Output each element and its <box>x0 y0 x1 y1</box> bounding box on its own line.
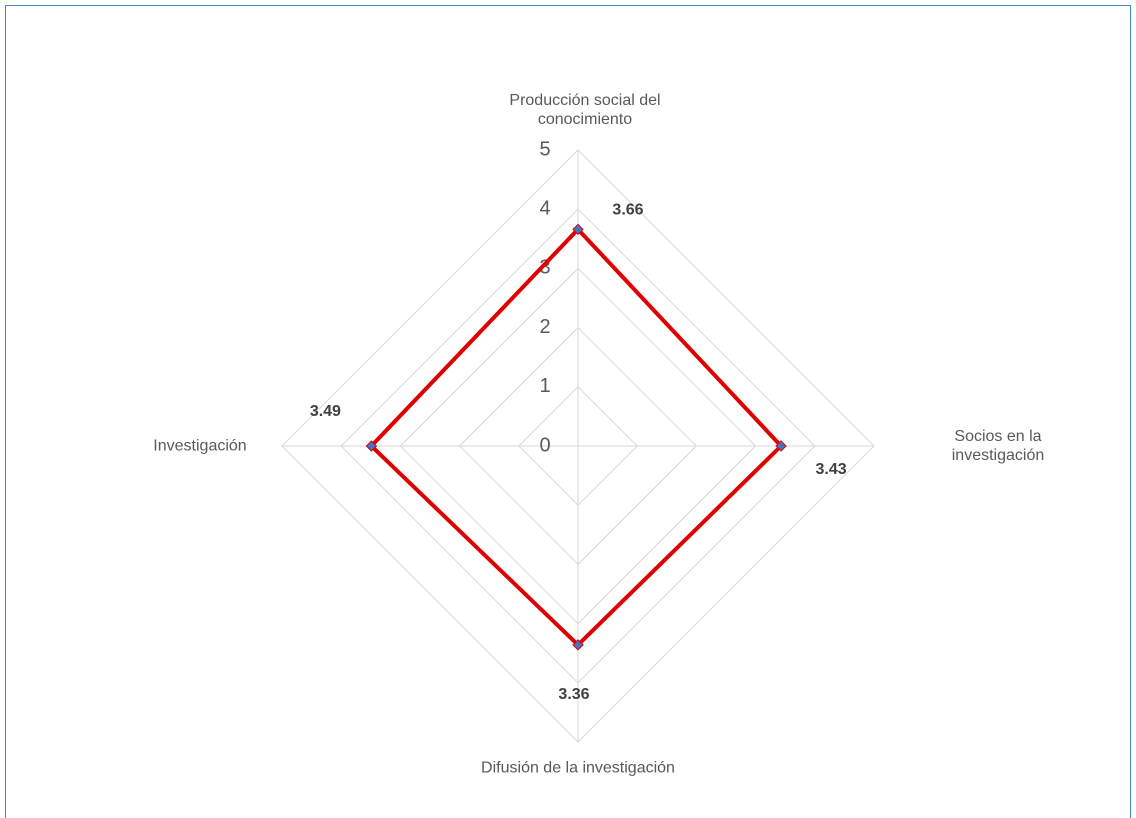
category-label: Investigación <box>153 437 247 455</box>
category-label: Producción social del conocimiento <box>509 92 661 128</box>
data-label: 3.43 <box>815 461 846 478</box>
r-tick-label: 5 <box>539 138 550 160</box>
category-label: Socios en la investigación <box>951 428 1045 464</box>
category-label: Difusión de la investigación <box>481 759 675 777</box>
r-tick-label: 4 <box>539 197 550 219</box>
r-tick-label: 3 <box>539 257 550 279</box>
r-tick-label: 0 <box>539 434 550 456</box>
data-label: 3.36 <box>558 686 589 703</box>
marker <box>572 639 584 651</box>
chart-border <box>5 5 1131 818</box>
r-tick-label: 2 <box>539 316 550 338</box>
data-label: 3.49 <box>310 403 341 420</box>
marker <box>365 440 378 452</box>
data-label: 3.66 <box>612 202 643 219</box>
r-tick-label: 1 <box>539 375 550 397</box>
marker <box>572 223 584 236</box>
marker <box>775 440 787 452</box>
